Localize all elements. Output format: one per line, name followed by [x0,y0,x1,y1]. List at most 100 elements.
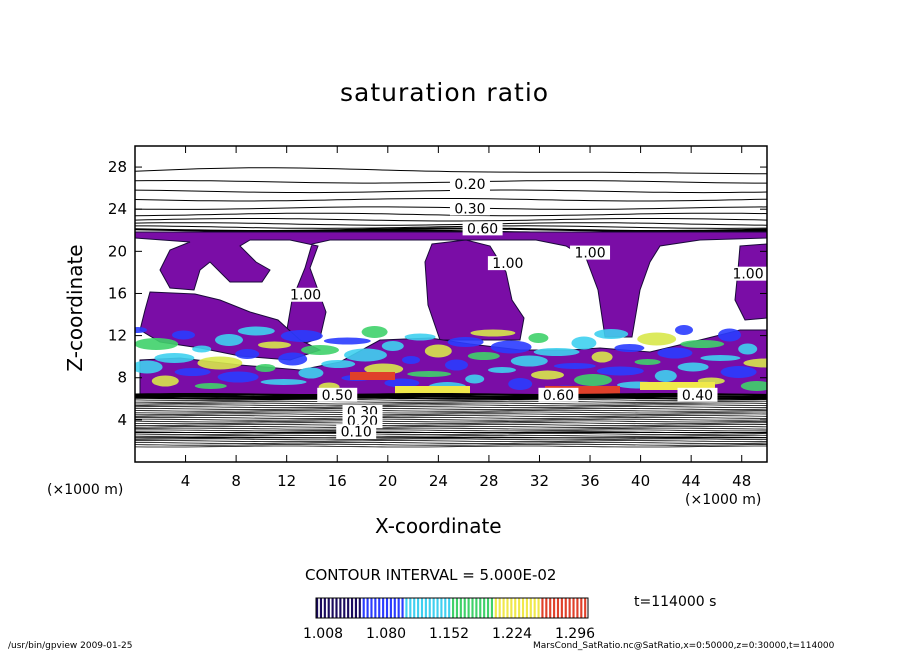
contour-line [135,409,767,412]
colorbar-segment [521,598,525,618]
contour-label-bg [570,245,611,260]
colorbar-segment [347,598,350,618]
y-axis-label-text: Z-coordinate [63,244,87,372]
colorbar-segment [467,598,470,618]
contour-label-bg [342,414,383,429]
contour-line [135,429,767,432]
colorbar-segment [405,598,408,618]
contour-line [135,420,767,423]
x-tick-label: 28 [479,472,498,490]
y-axis-label: Z-coordinate [60,228,90,388]
colorbar-segment [572,598,575,618]
saturation-band-patch [700,355,741,361]
colorbar-segment [490,598,493,618]
lower-contour-lines [135,393,767,448]
colorbar-segment [475,598,478,618]
high-saturation-color-band [135,325,767,394]
saturation-band-patch [571,336,597,350]
contour-line [135,425,767,428]
colorbar-segment [463,598,466,618]
x-tick-label: 36 [580,472,599,490]
colorbar-segment [545,598,548,618]
colorbar-segment [413,598,416,618]
y-tick-label: 20 [108,242,127,260]
saturation-band-patch [364,363,404,375]
saturation-band-patch [594,329,629,339]
contour-label: 0.30 [454,201,485,217]
saturation-band-patch [528,333,549,343]
colorbar-segment [417,598,420,618]
saturation-band-patch [740,381,767,391]
colorbar-segment [409,598,412,618]
saturation-band-patch [490,340,532,354]
saturation-band-patch [237,326,275,336]
contour-label-bg [677,387,718,402]
contour-label: 0.40 [682,388,713,404]
colorbar-segment [486,598,490,618]
saturation-band-patch [680,340,725,348]
colorbar-tick-label: 1.152 [429,626,469,642]
contour-line [135,222,767,226]
x-tick-label: 16 [328,472,347,490]
contour-label: 1.00 [492,256,523,272]
saturation-band-patch [135,327,147,333]
saturation-band-patch [260,379,307,385]
contour-line [135,402,767,405]
contour-label-bg [462,221,503,236]
colorbar-segment [498,598,501,618]
y-tick-label: 4 [117,411,127,429]
colorbar-segment [370,598,373,618]
colorbar-segment [401,598,404,618]
saturation-band-patch [361,326,388,338]
contour-label: 0.10 [341,425,372,441]
colorbar-segment [389,598,392,618]
colorbar-segment [560,598,563,618]
contour-line [135,427,767,430]
y-tick-label: 8 [117,369,127,387]
colorbar-segment [393,598,396,618]
colorbar-segment [529,598,532,618]
contour-line [135,424,767,427]
contour-line [135,396,767,400]
saturation-band-patch [574,374,612,386]
saturation-band-patch [381,341,404,351]
contour-line [135,442,767,444]
colorbar-segment [479,598,482,618]
colorbar-segment [319,598,323,618]
colorbar-segment [553,598,556,618]
contour-label-bg [449,177,490,192]
supersaturated-fill-region [135,231,767,396]
footer-data-source: MarsCond_SatRatio.nc@SatRatio,x=0:50000,… [533,641,835,651]
colorbar-segment [339,598,342,618]
colorbar-segment [483,598,486,618]
saturation-band-patch [508,378,533,390]
contour-line [135,406,767,408]
contour-line [135,416,767,419]
saturation-band-patch [321,360,356,368]
colorbar-segment [436,598,439,618]
colorbar-segment [510,598,513,618]
contour-label-bg [728,266,767,281]
saturation-band-patch [654,370,677,382]
contour-label: 0.60 [467,221,498,237]
high-saturation-patch [350,372,395,380]
contour-label-bg [538,387,579,402]
contour-label-bg [449,201,490,216]
high-saturation-patch [395,386,470,394]
contour-line [135,438,767,441]
contour-interval-label: CONTOUR INTERVAL = 5.000E-02 [305,566,557,584]
contour-label-bg [336,424,377,439]
colorbar-segment [378,598,381,618]
colorbar-segment [385,598,389,618]
colorbar-segment [335,598,338,618]
saturation-band-patch [151,375,179,387]
colorbar-segment [541,598,544,618]
contour-label-bg [487,256,528,271]
saturation-band-patch [596,366,644,376]
colorbar-segment [518,598,521,618]
saturation-band-patch [215,334,243,346]
x-tick-label: 8 [231,472,241,490]
saturation-band-patch [743,358,767,368]
contour-line [135,400,767,403]
